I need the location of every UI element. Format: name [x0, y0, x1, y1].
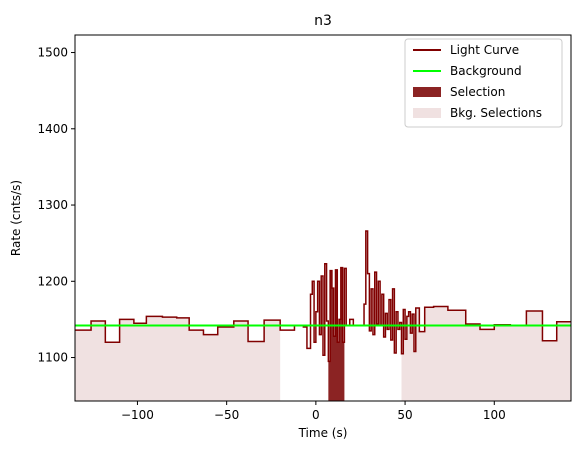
- legend: Light Curve Background Selection Bkg. Selec…: [404, 38, 563, 128]
- legend-label: Bkg. Selections: [450, 106, 542, 120]
- y-tick-label: 1100: [37, 351, 68, 365]
- x-tick-label: −50: [214, 408, 239, 422]
- x-tick-label: 50: [397, 408, 412, 422]
- legend-label: Light Curve: [450, 43, 519, 57]
- legend-patch-swatch: [413, 108, 441, 118]
- legend-patch-swatch: [413, 87, 441, 97]
- x-tick-label: 0: [312, 408, 320, 422]
- y-tick-label: 1500: [37, 46, 68, 60]
- y-tick-label: 1300: [37, 198, 68, 212]
- bkg-selection-region: [75, 316, 281, 401]
- chart-title: n3: [314, 13, 332, 29]
- x-axis-ticks: −100 −50 0 50 100: [121, 401, 506, 422]
- y-axis-ticks: 1100 1200 1300 1400 1500: [37, 46, 75, 365]
- y-axis-label: Rate (cnts/s): [9, 180, 23, 256]
- legend-box: [404, 38, 563, 128]
- x-tick-label: −100: [121, 408, 154, 422]
- legend-label: Selection: [450, 85, 505, 99]
- legend-label: Background: [450, 64, 522, 78]
- y-tick-label: 1200: [37, 274, 68, 288]
- selection-layer: [328, 267, 345, 401]
- axes-frame: [74, 34, 572, 402]
- y-tick-label: 1400: [37, 122, 68, 136]
- x-tick-label: 100: [483, 408, 506, 422]
- bkg-selection-layer: [75, 306, 571, 401]
- bkg-selection-region: [401, 306, 571, 401]
- selection-region: [328, 267, 345, 401]
- x-axis-label: Time (s): [298, 426, 348, 440]
